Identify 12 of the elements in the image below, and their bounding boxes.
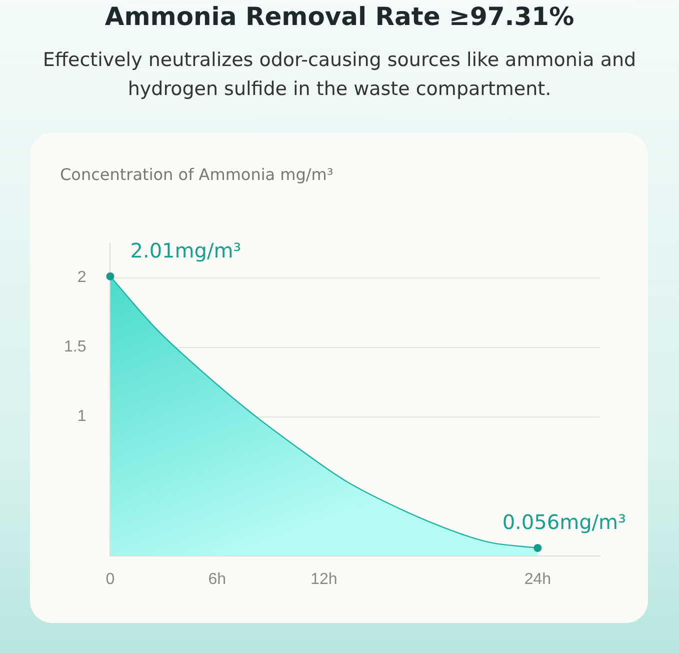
- x-tick-label: 0: [106, 570, 115, 588]
- y-tick-label: 1: [77, 408, 86, 426]
- x-tick-label: 12h: [310, 570, 338, 588]
- annotation: 2.01mg/m³: [130, 238, 242, 263]
- y-tick-label: 1.5: [64, 338, 86, 356]
- x-tick-label: 6h: [208, 570, 226, 588]
- y-axis-title: Concentration of Ammonia mg/m³: [60, 165, 334, 184]
- y-tick-label: 2: [77, 269, 86, 286]
- annotation: 0.056mg/m³: [502, 510, 626, 534]
- chart-subtitle: Effectively neutralizes odor-causing sources like ammonia and hydrogen sulfide in the waste compartment.: [42, 48, 638, 102]
- x-tick-label: 24h: [524, 570, 552, 588]
- chart-title: Ammonia Removal Rate ≥97.31%: [104, 2, 576, 31]
